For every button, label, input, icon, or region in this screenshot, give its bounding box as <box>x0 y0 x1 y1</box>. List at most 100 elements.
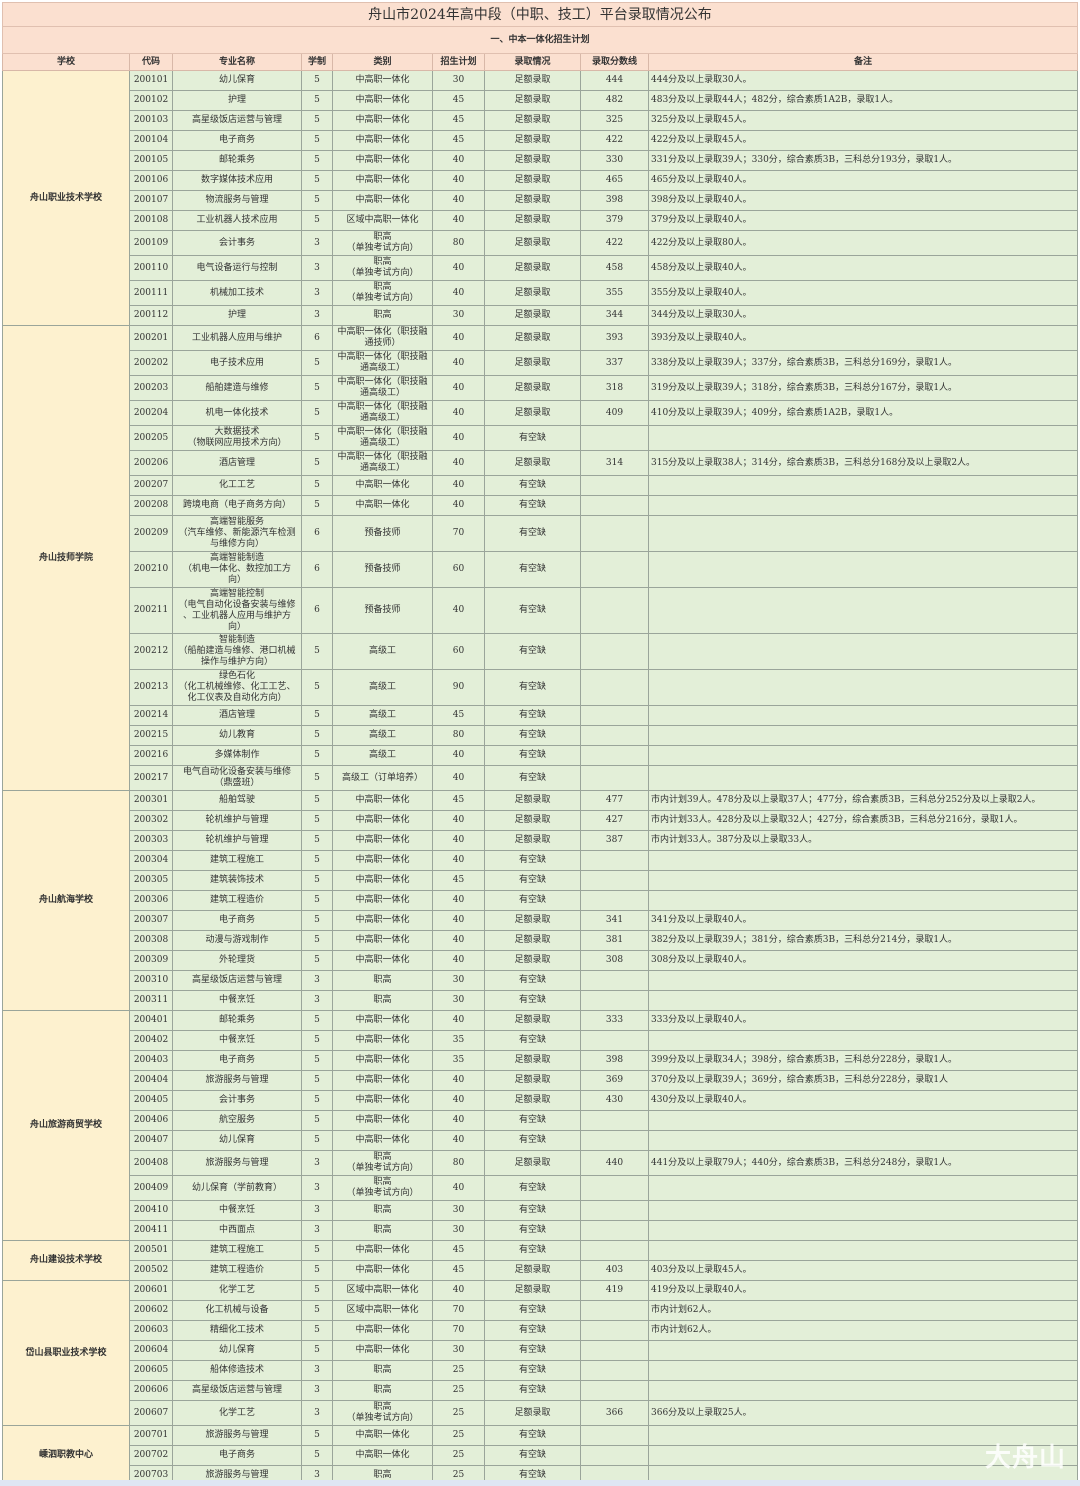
cell-plan: 40 <box>432 400 485 426</box>
cell-plan: 40 <box>432 475 485 496</box>
cell-code: 200110 <box>129 255 173 281</box>
cell-major: 建筑工程施工 <box>172 850 302 871</box>
cell-plan: 45 <box>432 705 485 726</box>
cell-plan: 30 <box>432 990 485 1011</box>
table-row: 200605 船体修造技术 3 职高 25 有空缺 <box>3 1360 1078 1381</box>
cell-code: 200207 <box>129 475 173 496</box>
cell-status: 足额录取 <box>484 280 581 306</box>
table-row: 200606 高星级饭店运营与管理 3 职高 25 有空缺 <box>3 1380 1078 1401</box>
cell-status: 足额录取 <box>484 110 581 131</box>
cell-major: 幼儿保育 <box>172 70 302 91</box>
cell-years: 5 <box>301 1280 333 1301</box>
cell-plan: 70 <box>432 515 485 552</box>
cell-code: 200604 <box>129 1340 173 1361</box>
cell-status: 足额录取 <box>484 1400 581 1426</box>
table-row: 200212 智能制造 （船舶建造与维修、港口机械 操作与维护方向） 5 高级工 60 有… <box>3 633 1078 670</box>
table-row: 200209 高端智能服务 （汽车维修、新能源汽车检测 与维修方向） 6 预备技师 70… <box>3 515 1078 552</box>
cell-code: 200210 <box>129 551 173 588</box>
table-row: 200217 电气自动化设备安装与维修 （鼎盛班） 5 高级工（订单培养） 40 有空缺 <box>3 765 1078 791</box>
cell-years: 3 <box>301 1220 333 1241</box>
cell-years: 5 <box>301 70 333 91</box>
cell-score: 355 <box>580 280 649 306</box>
cell-score <box>580 1425 649 1446</box>
cell-type: 中高职一体化 <box>332 830 433 851</box>
cell-years: 5 <box>301 1320 333 1341</box>
header-plan: 招生计划 <box>432 53 485 71</box>
cell-type: 中高职一体化 <box>332 90 433 111</box>
cell-status: 有空缺 <box>484 425 581 451</box>
cell-type: 中高职一体化 <box>332 475 433 496</box>
cell-major: 船舶驾驶 <box>172 790 302 811</box>
cell-code: 200214 <box>129 705 173 726</box>
cell-major: 中餐烹饪 <box>172 1200 302 1221</box>
cell-status: 足额录取 <box>484 1090 581 1111</box>
cell-years: 6 <box>301 325 333 351</box>
cell-years: 5 <box>301 765 333 791</box>
cell-years: 5 <box>301 1030 333 1051</box>
cell-status: 足额录取 <box>484 375 581 401</box>
cell-note: 393分及以上录取40人。 <box>648 325 1078 351</box>
cell-note <box>648 1175 1078 1201</box>
cell-years: 3 <box>301 1380 333 1401</box>
cell-type: 中高职一体化 <box>332 1010 433 1031</box>
cell-years: 5 <box>301 475 333 496</box>
cell-major: 护理 <box>172 90 302 111</box>
cell-code: 200401 <box>129 1010 173 1031</box>
cell-code: 200406 <box>129 1110 173 1131</box>
cell-major: 中西面点 <box>172 1220 302 1241</box>
header-major: 专业名称 <box>172 53 302 71</box>
cell-major: 跨境电商（电子商务方向） <box>172 495 302 516</box>
cell-years: 5 <box>301 1010 333 1031</box>
cell-years: 5 <box>301 170 333 191</box>
cell-score <box>580 1300 649 1321</box>
cell-major: 高端智能制造 （机电一体化、数控加工方 向） <box>172 551 302 588</box>
cell-years: 5 <box>301 495 333 516</box>
cell-plan: 40 <box>432 1130 485 1151</box>
school-name: 嵊泗职教中心 <box>2 1425 130 1486</box>
cell-plan: 40 <box>432 255 485 281</box>
cell-score: 403 <box>580 1260 649 1281</box>
cell-plan: 40 <box>432 765 485 791</box>
cell-code: 200111 <box>129 280 173 306</box>
cell-type: 中高职一体化 <box>332 1130 433 1151</box>
cell-status: 足额录取 <box>484 350 581 376</box>
cell-code: 200409 <box>129 1175 173 1201</box>
table-row: 200302 轮机维护与管理 5 中高职一体化 40 足额录取 427 市内计划33人。428… <box>3 810 1078 831</box>
cell-status: 有空缺 <box>484 1320 581 1341</box>
cell-plan: 45 <box>432 870 485 891</box>
cell-score <box>580 890 649 911</box>
table-row: 200603 精细化工技术 5 中高职一体化 70 有空缺 市内计划62人。 <box>3 1320 1078 1341</box>
cell-major: 幼儿保育 <box>172 1340 302 1361</box>
cell-code: 200202 <box>129 350 173 376</box>
cell-type: 高级工 <box>332 705 433 726</box>
cell-note: 市内计划33人。387分及以上录取33人。 <box>648 830 1078 851</box>
table-row: 200112 护理 3 职高 30 足额录取 344 344分及以上录取30人。 <box>3 305 1078 326</box>
cell-note <box>648 990 1078 1011</box>
cell-code: 200101 <box>129 70 173 91</box>
cell-note <box>648 1340 1078 1361</box>
cell-plan: 30 <box>432 970 485 991</box>
cell-score <box>580 1445 649 1466</box>
cell-plan: 40 <box>432 930 485 951</box>
cell-major: 会计事务 <box>172 230 302 256</box>
cell-type: 职高 （单独考试方向） <box>332 230 433 256</box>
cell-note: 458分及以上录取40人。 <box>648 255 1078 281</box>
cell-major: 机电一体化技术 <box>172 400 302 426</box>
table-row: 岱山县职业技术学校 200601 化学工艺 5 区域中高职一体化 40 足额录取 419 419… <box>2 1280 1078 1426</box>
table-row: 200108 工业机器人技术应用 5 区域中高职一体化 40 足额录取 379 379分及以上… <box>3 210 1078 231</box>
cell-years: 6 <box>301 587 333 634</box>
cell-major: 化学工艺 <box>172 1280 302 1301</box>
cell-note: 430分及以上录取40人。 <box>648 1090 1078 1111</box>
table-row: 200310 高星级饭店运营与管理 3 职高 30 有空缺 <box>3 970 1078 991</box>
cell-plan: 25 <box>432 1425 485 1446</box>
cell-plan: 70 <box>432 1300 485 1321</box>
cell-plan: 25 <box>432 1400 485 1426</box>
cell-note <box>648 1200 1078 1221</box>
cell-score <box>580 475 649 496</box>
cell-major: 化工机械与设备 <box>172 1300 302 1321</box>
cell-note: 403分及以上录取45人。 <box>648 1260 1078 1281</box>
cell-plan: 90 <box>432 669 485 706</box>
cell-type: 职高 （单独考试方向） <box>332 280 433 306</box>
cell-score: 330 <box>580 150 649 171</box>
header-school: 学校 <box>2 53 130 71</box>
